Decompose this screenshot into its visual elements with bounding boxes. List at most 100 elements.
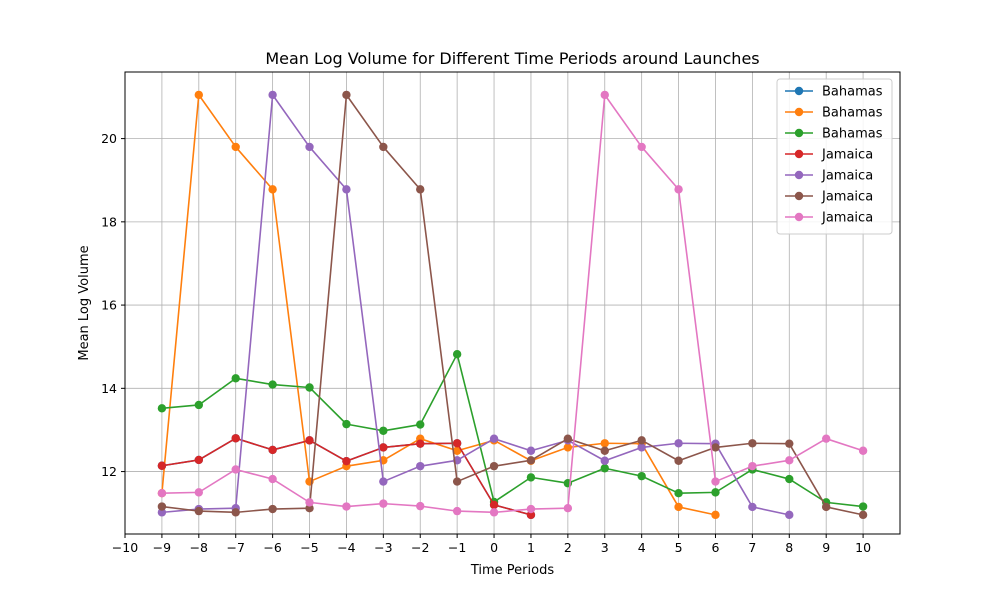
data-point xyxy=(157,461,167,470)
data-point xyxy=(231,374,240,383)
data-point xyxy=(416,185,425,194)
data-point xyxy=(342,419,351,429)
legend-swatch-marker xyxy=(794,107,804,117)
legend: Bahamas Bahamas Bahamas Jamaica Jamaica Jamai… xyxy=(776,78,893,235)
data-point xyxy=(342,90,351,100)
data-point xyxy=(342,456,351,466)
data-point xyxy=(489,434,499,443)
x-tick-label: 9 xyxy=(822,540,830,555)
data-point xyxy=(563,443,573,452)
data-point xyxy=(452,477,462,486)
series-line xyxy=(161,94,864,514)
data-point xyxy=(416,420,425,429)
x-tick-label: 0 xyxy=(490,540,498,555)
y-tick-label: 20 xyxy=(101,131,117,146)
series-line xyxy=(161,94,790,516)
data-point xyxy=(231,465,240,474)
data-point xyxy=(748,461,757,471)
series-line xyxy=(161,353,864,508)
data-point xyxy=(379,499,388,508)
data-point xyxy=(342,502,351,511)
data-point xyxy=(526,446,536,455)
data-point xyxy=(268,380,277,389)
legend-label: Bahamas xyxy=(822,85,883,100)
x-tick-label: −2 xyxy=(411,540,429,555)
x-tick-label: 8 xyxy=(785,540,793,555)
x-tick-label: −10 xyxy=(112,540,138,555)
series-line xyxy=(161,94,864,516)
data-point xyxy=(379,477,388,486)
y-tick-label: 16 xyxy=(101,298,117,313)
data-point xyxy=(268,504,277,514)
data-point xyxy=(785,456,794,465)
ticks: −10 −9 −8 −7 −6 −5 −4 −3 −2 −1 0 1 2 3 4 5 6 7 8 9 101214161… xyxy=(101,131,871,555)
data-point xyxy=(452,439,462,448)
x-tick-label: 1 xyxy=(527,540,535,555)
data-point xyxy=(600,464,609,473)
data-point xyxy=(194,488,204,497)
data-point xyxy=(600,439,609,448)
x-tick-label: −6 xyxy=(263,540,281,555)
x-tick-label: 6 xyxy=(711,540,719,555)
data-point xyxy=(379,426,388,435)
legend-swatch-marker xyxy=(794,128,804,138)
data-point xyxy=(379,142,388,152)
data-point xyxy=(711,488,720,497)
x-tick-label: −4 xyxy=(337,540,355,555)
data-point xyxy=(821,502,831,512)
data-point xyxy=(194,455,204,465)
data-point xyxy=(157,404,167,413)
x-tick-label: −8 xyxy=(190,540,208,555)
x-tick-label: −9 xyxy=(153,540,171,555)
data-point xyxy=(157,508,167,517)
legend-swatch-marker xyxy=(794,170,804,180)
data-point xyxy=(157,489,167,498)
y-tick-label: 18 xyxy=(101,214,117,229)
data-point xyxy=(526,456,536,465)
data-point xyxy=(379,443,388,452)
data-point xyxy=(563,434,573,443)
legend-swatch-marker xyxy=(794,149,804,159)
data-point xyxy=(305,436,314,445)
data-point xyxy=(342,185,351,194)
legend-item: Bahamas xyxy=(785,106,883,121)
data-point xyxy=(268,474,277,484)
legend-item: Bahamas xyxy=(785,85,883,100)
legend-item: Bahamas xyxy=(785,127,883,142)
legend-label: Bahamas xyxy=(822,127,883,142)
data-point xyxy=(711,510,720,520)
data-point xyxy=(600,90,609,100)
data-point xyxy=(674,439,683,448)
data-point xyxy=(157,502,167,511)
data-point xyxy=(416,461,425,471)
data-point xyxy=(231,142,240,152)
data-point xyxy=(748,502,757,512)
data-point xyxy=(637,443,646,452)
data-point xyxy=(674,456,683,465)
x-tick-label: −1 xyxy=(448,540,466,555)
data-point xyxy=(305,142,314,152)
y-axis-label: Mean Log Volume xyxy=(77,245,92,360)
data-point xyxy=(858,446,868,455)
data-point xyxy=(268,445,277,455)
data-point xyxy=(600,446,609,455)
data-point xyxy=(452,349,462,359)
data-point xyxy=(526,510,536,520)
data-point xyxy=(268,185,277,194)
data-point xyxy=(489,461,499,471)
data-point xyxy=(194,400,204,410)
data-point xyxy=(858,502,868,511)
data-point xyxy=(563,503,573,513)
data-point xyxy=(416,439,425,448)
x-tick-label: 5 xyxy=(675,540,683,555)
legend-swatch-marker xyxy=(794,212,804,222)
legend-swatch-marker xyxy=(794,191,804,201)
data-point xyxy=(674,185,683,194)
legend-item: Jamaica xyxy=(785,169,873,184)
data-point xyxy=(194,90,204,100)
grid xyxy=(124,72,900,534)
legend-swatch-marker xyxy=(794,86,804,96)
data-point xyxy=(416,501,425,511)
legend-label: Bahamas xyxy=(822,106,883,121)
